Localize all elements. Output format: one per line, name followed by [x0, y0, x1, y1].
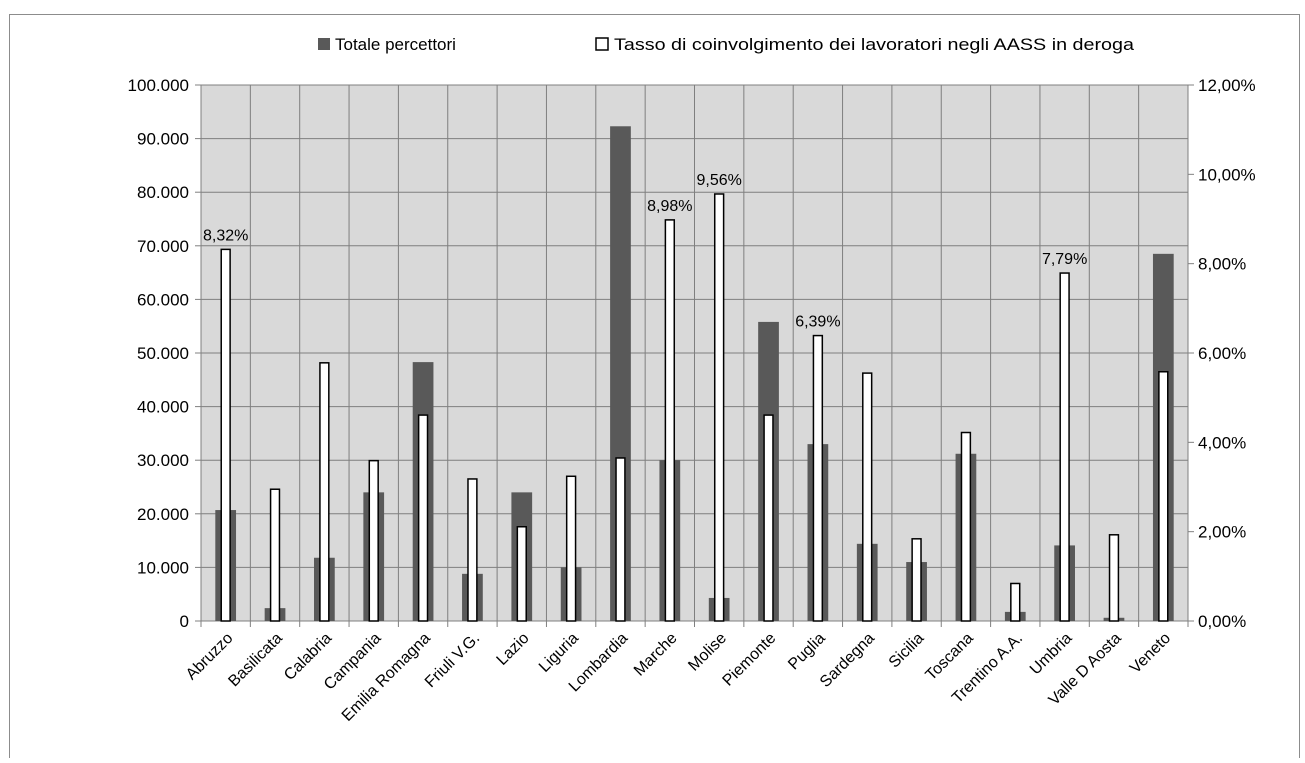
left-axis-tick-label: 90.000 [137, 130, 189, 149]
legend-swatch-tasso-coinvolgimento [595, 37, 609, 51]
category-label: Lazio [494, 630, 533, 669]
bar-tasso-coinvolgimento [319, 362, 330, 622]
left-axis-tick-label: 0 [180, 612, 189, 631]
left-axis-tick-label: 40.000 [137, 398, 189, 417]
category-label: Umbria [1027, 630, 1076, 679]
bar-tasso-coinvolgimento [664, 219, 676, 622]
bar-tasso-coinvolgimento [565, 475, 577, 622]
right-axis-tick-label: 12,00% [1198, 76, 1256, 95]
legend-swatch-totale-percettori [318, 38, 330, 50]
bar-tasso-coinvolgimento [1158, 371, 1169, 622]
category-label: Veneto [1127, 630, 1174, 677]
data-label: 8,32% [203, 227, 248, 244]
bar-tasso-coinvolgimento [1010, 582, 1021, 622]
category-label: Puglia [785, 630, 829, 674]
category-label: Molise [685, 630, 730, 675]
category-label: Emilia Romagna [339, 630, 434, 725]
bar-tasso-coinvolgimento [467, 478, 478, 622]
left-axis-tick-label: 10.000 [137, 558, 189, 577]
bar-tasso-coinvolgimento [220, 248, 231, 622]
bar-tasso-coinvolgimento [368, 459, 379, 622]
left-axis-tick-label: 80.000 [137, 183, 189, 202]
data-label: 6,39% [795, 314, 840, 331]
left-axis-tick-label: 50.000 [137, 344, 189, 363]
bar-tasso-coinvolgimento [812, 334, 824, 622]
left-axis-tick-label: 70.000 [137, 237, 189, 256]
bar-tasso-coinvolgimento [615, 457, 626, 622]
bar-tasso-coinvolgimento [960, 431, 972, 622]
right-axis-tick-label: 6,00% [1198, 344, 1246, 363]
left-axis-tick-label: 60.000 [137, 290, 189, 309]
bar-tasso-coinvolgimento [516, 526, 527, 622]
bar-tasso-coinvolgimento [911, 538, 922, 622]
bar-tasso-coinvolgimento [1059, 272, 1070, 622]
right-axis-tick-label: 0,00% [1198, 612, 1246, 631]
right-axis-tick-label: 10,00% [1198, 165, 1256, 184]
category-label: Friuli V.G. [422, 630, 483, 691]
category-label: Sicilia [886, 630, 928, 672]
bar-tasso-coinvolgimento [269, 488, 281, 622]
category-label: Marche [631, 630, 681, 680]
left-axis-tick-label: 20.000 [137, 505, 189, 524]
right-axis-tick-label: 2,00% [1198, 523, 1246, 542]
bar-tasso-coinvolgimento [417, 414, 429, 622]
bar-tasso-coinvolgimento [713, 193, 725, 622]
left-axis-tick-label: 100.000 [128, 76, 189, 95]
data-label: 7,79% [1042, 251, 1087, 268]
category-label: Liguria [536, 630, 582, 676]
bar-tasso-coinvolgimento [1108, 534, 1120, 622]
bar-tasso-coinvolgimento [763, 414, 774, 622]
category-label: Basilicata [225, 630, 286, 691]
legend-label-totale-percettori: Totale percettori [335, 35, 456, 54]
right-axis-tick-label: 4,00% [1198, 433, 1246, 452]
category-label: Piemonte [720, 630, 780, 690]
chart-border [9, 14, 1300, 763]
bar-tasso-coinvolgimento [862, 372, 873, 622]
legend-label-tasso-coinvolgimento: Tasso di coinvolgimento dei lavoratori n… [614, 35, 1135, 54]
category-label: Sardegna [817, 630, 878, 691]
right-axis-tick-label: 8,00% [1198, 255, 1246, 274]
left-axis-tick-label: 30.000 [137, 451, 189, 470]
data-label: 8,98% [647, 198, 692, 215]
data-label: 9,56% [696, 172, 741, 189]
